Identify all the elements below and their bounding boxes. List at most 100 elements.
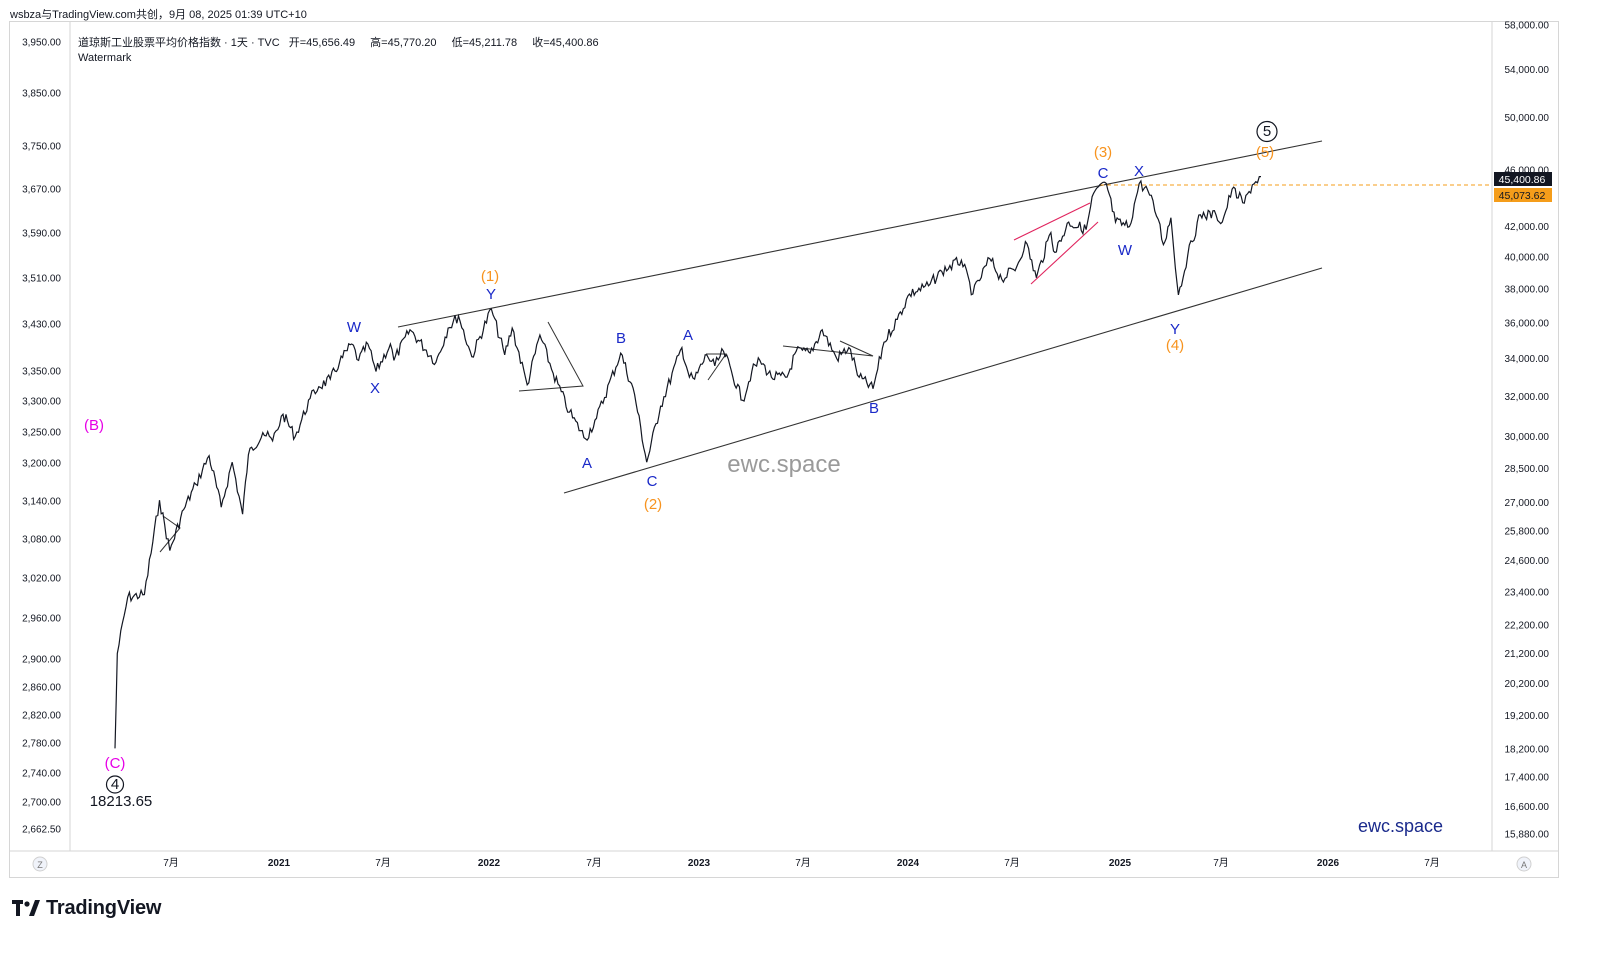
close-value: 收=45,400.86 xyxy=(532,37,599,49)
time-axis-tick: 2025 xyxy=(1109,858,1132,869)
right-axis-tick: 24,600.00 xyxy=(1505,556,1550,567)
right-axis-tick: 25,800.00 xyxy=(1505,526,1550,537)
right-axis-tick: 27,000.00 xyxy=(1505,498,1550,509)
time-axis-tick: 2023 xyxy=(688,858,711,869)
right-axis-tick: 21,200.00 xyxy=(1505,649,1550,660)
log-toggle-button xyxy=(32,856,48,872)
wave-label: (3) xyxy=(1094,144,1112,161)
left-axis-tick: 2,662.50 xyxy=(22,825,61,836)
ewc-watermark: ewc.space xyxy=(727,451,840,478)
right-axis-tick: 30,000.00 xyxy=(1505,432,1550,443)
consolidation-triangle xyxy=(159,515,181,553)
left-axis-tick: 3,080.00 xyxy=(22,535,61,546)
tradingview-brand: TradingView xyxy=(46,896,162,919)
correction-triangle-1 xyxy=(518,321,584,392)
ohlc-values: 开=45,656.49 高=45,770.20 低=45,211.78 收=45… xyxy=(289,37,611,49)
time-axis-tick: 7月 xyxy=(586,857,602,869)
log-toggle-label[interactable]: Z xyxy=(37,860,43,870)
last-price-value: 45,400.86 xyxy=(1499,174,1546,186)
right-axis-tick: 23,400.00 xyxy=(1505,587,1550,598)
chart-frame[interactable] xyxy=(9,21,1559,878)
chart-legend: 道琼斯工业股票平均价格指数 · 1天 · TVC 开=45,656.49 高=4… xyxy=(78,34,611,50)
right-axis-tick: 19,200.00 xyxy=(1505,711,1550,722)
wave-label: W xyxy=(347,319,362,336)
left-axis-tick: 3,300.00 xyxy=(22,397,61,408)
chart-attribution: wsbza与TradingView.com共创，9月 08, 2025 01:3… xyxy=(10,9,307,21)
wave-label: 4 xyxy=(111,776,119,793)
left-axis-tick: 3,510.00 xyxy=(22,274,61,285)
right-axis-tick: 50,000.00 xyxy=(1505,113,1550,124)
left-axis-tick: 3,950.00 xyxy=(22,38,61,49)
wave-label: (B) xyxy=(84,417,104,434)
wave-label: C xyxy=(647,473,658,490)
time-axis-tick: 7月 xyxy=(795,857,811,869)
open-value: 开=45,656.49 xyxy=(288,37,356,49)
wave-label: Y xyxy=(1170,321,1180,338)
tradingview-logo-icon xyxy=(12,900,40,916)
low-value: 低=45,211.78 xyxy=(451,37,518,49)
right-axis-tick: 32,000.00 xyxy=(1505,392,1550,403)
wave-label: Y xyxy=(486,286,496,303)
wave-label: X xyxy=(1134,163,1144,180)
tradingview-footer[interactable]: TradingView xyxy=(12,896,161,920)
wave-label: B xyxy=(616,330,626,347)
watermark-indicator-label: Watermark xyxy=(78,52,132,64)
time-axis-tick: 2026 xyxy=(1317,858,1340,869)
left-axis-tick: 3,020.00 xyxy=(22,574,61,585)
ewc-brand-label: ewc.space xyxy=(1358,816,1443,836)
upper-trendline xyxy=(397,140,1323,328)
wave-label: (5) xyxy=(1256,144,1274,161)
last-price-badge xyxy=(1494,172,1552,186)
wave-label: B xyxy=(869,400,879,417)
wave-circle-marker xyxy=(1256,120,1278,143)
time-axis-tick: 2022 xyxy=(478,858,501,869)
left-axis-tick: 2,780.00 xyxy=(22,739,61,750)
time-axis: 7月 2021 7月 2022 7月 2023 7月 2024 7月 2025 7月 2026 7月 xyxy=(163,857,1440,869)
left-axis-tick: 2,700.00 xyxy=(22,798,61,809)
right-axis-tick: 28,500.00 xyxy=(1505,464,1550,475)
wave-label: 18213.65 xyxy=(90,793,153,810)
left-axis-tick: 3,750.00 xyxy=(22,142,61,153)
left-axis-tick: 3,590.00 xyxy=(22,229,61,240)
right-axis-tick: 16,600.00 xyxy=(1505,802,1550,813)
left-axis-tick: 3,140.00 xyxy=(22,497,61,508)
left-axis-tick: 2,860.00 xyxy=(22,683,61,694)
time-axis-tick: 2021 xyxy=(268,858,291,869)
right-axis-tick: 15,880.00 xyxy=(1505,830,1550,841)
ref-price-value: 45,073.62 xyxy=(1499,190,1546,202)
time-axis-tick: 7月 xyxy=(1424,857,1440,869)
right-axis-tick: 34,000.00 xyxy=(1505,354,1550,365)
time-axis-tick: 2024 xyxy=(897,858,920,869)
wave-label: (1) xyxy=(481,268,499,285)
right-axis-tick: 42,000.00 xyxy=(1505,222,1550,233)
left-axis-tick: 3,430.00 xyxy=(22,320,61,331)
pink-channel-upper xyxy=(1013,202,1091,241)
wave-label: A xyxy=(683,327,693,344)
wave-label: X xyxy=(370,380,380,397)
right-axis-tick: 54,000.00 xyxy=(1505,65,1550,76)
time-axis-tick: 7月 xyxy=(1213,857,1229,869)
auto-scale-label[interactable]: A xyxy=(1521,860,1527,870)
wave-label: W xyxy=(1118,242,1133,259)
lower-trendline xyxy=(563,267,1323,494)
right-axis-tick: 17,400.00 xyxy=(1505,772,1550,783)
time-axis-tick: 7月 xyxy=(375,857,391,869)
right-price-axis: 58,000.00 54,000.00 50,000.00 46,000.00 42,0… xyxy=(1505,21,1550,841)
left-price-axis: 3,950.00 3,850.00 3,750.00 3,670.00 3,590.00… xyxy=(22,38,61,836)
right-axis-tick: 38,000.00 xyxy=(1505,285,1550,296)
time-axis-tick: 7月 xyxy=(163,857,179,869)
pink-channel-lower xyxy=(1030,221,1099,285)
left-axis-tick: 3,850.00 xyxy=(22,89,61,100)
wave-label: (4) xyxy=(1166,337,1184,354)
right-axis-tick: 36,000.00 xyxy=(1505,318,1550,329)
left-axis-tick: 2,960.00 xyxy=(22,614,61,625)
wave-circle-marker xyxy=(105,775,125,794)
wave-label: C xyxy=(1098,165,1109,182)
wave-label: (C) xyxy=(105,755,126,772)
left-axis-tick: 3,350.00 xyxy=(22,367,61,378)
left-axis-tick: 3,670.00 xyxy=(22,185,61,196)
time-axis-tick: 7月 xyxy=(1004,857,1020,869)
right-axis-tick: 22,200.00 xyxy=(1505,620,1550,631)
